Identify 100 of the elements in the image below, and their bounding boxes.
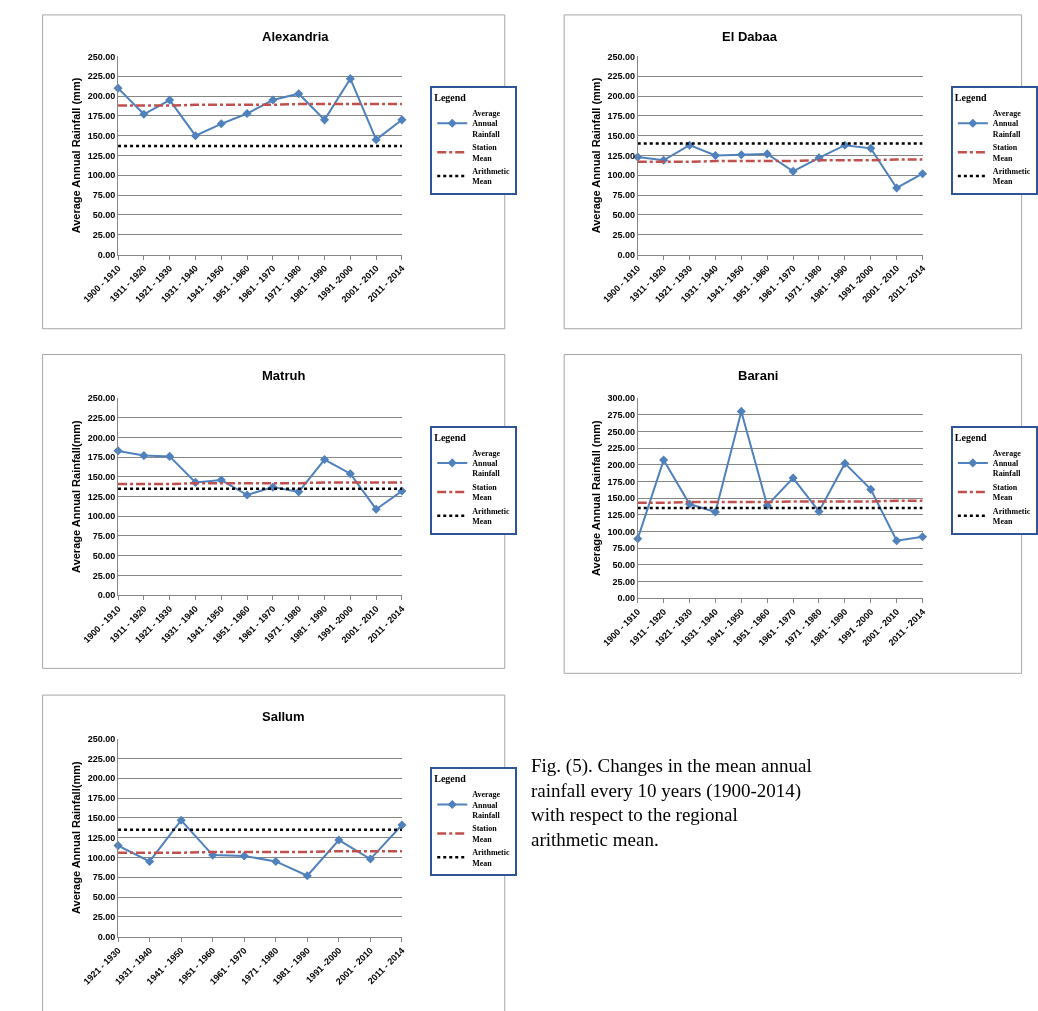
y-tick-label: 225.00 <box>607 71 635 82</box>
y-axis-title: Average Annual Rainfall(mm) <box>70 761 83 914</box>
point <box>892 183 902 193</box>
y-tick-label: 50.00 <box>92 210 116 221</box>
point <box>145 856 155 866</box>
point <box>242 108 252 119</box>
y-tick-label: 150.00 <box>87 813 116 824</box>
point <box>216 119 226 129</box>
point <box>397 115 407 125</box>
chart-title: Alexandria <box>262 29 330 44</box>
y-tick-label: 75.00 <box>612 190 635 201</box>
y-tick-label: 50.00 <box>92 892 116 903</box>
y-tick-label: 100.00 <box>607 526 635 537</box>
y-tick-label: 200.00 <box>87 432 116 443</box>
y-axis-title: Average Annual Rainfall (mm) <box>590 77 603 234</box>
point <box>139 109 149 119</box>
point <box>190 131 201 141</box>
point <box>345 469 355 479</box>
point <box>371 135 381 145</box>
point <box>334 835 344 845</box>
point <box>271 856 281 866</box>
y-tick-label: 225.00 <box>607 443 635 454</box>
legend-label: Arithmetic Mean <box>472 506 511 527</box>
y-tick-label: 125.00 <box>87 491 116 502</box>
y-tick-label: 125.00 <box>607 509 635 520</box>
chart-title: Barani <box>738 368 779 383</box>
y-tick-label: 100.00 <box>87 170 116 181</box>
y-tick-label: 175.00 <box>87 111 116 122</box>
point <box>736 150 746 160</box>
point <box>319 454 330 465</box>
y-tick-label: 25.00 <box>612 229 635 240</box>
y-tick-label: 100.00 <box>607 170 635 181</box>
legend-label: Station Mean <box>472 143 498 163</box>
y-tick-label: 100.00 <box>87 852 116 863</box>
legend-label: Arithmetic Mean <box>472 848 511 868</box>
y-tick-label: 100.00 <box>87 511 116 522</box>
legend-title: Legend <box>434 431 467 443</box>
y-tick-label: 25.00 <box>92 570 116 581</box>
legend-label: Average Annual Rainfall <box>472 790 501 820</box>
y-tick-label: 0.00 <box>617 593 635 604</box>
y-tick-label: 150.00 <box>87 130 116 141</box>
point <box>242 490 252 500</box>
y-tick-label: 275.00 <box>607 409 635 420</box>
legend-label: Station Mean <box>992 482 1018 503</box>
legend-label: Station Mean <box>472 824 498 844</box>
y-tick-label: 175.00 <box>607 111 635 122</box>
point <box>319 115 330 125</box>
point <box>788 473 798 483</box>
y-tick-label: 225.00 <box>87 412 116 423</box>
point <box>866 484 876 494</box>
text: Fig. (5). Changes in the mean annual rainfall every 10 years (1900-2014) with respect to the regional arithmetic mean. <box>531 755 812 851</box>
chart-title: El Dabaa <box>722 29 778 44</box>
y-tick-label: 225.00 <box>87 753 116 764</box>
point <box>840 458 850 468</box>
legend-label: Arithmetic Mean <box>992 167 1031 187</box>
legend-label: Station Mean <box>472 482 498 503</box>
chart-title: Sallum <box>262 709 305 724</box>
y-tick-label: 75.00 <box>612 543 635 554</box>
y-tick-label: 0.00 <box>97 931 116 942</box>
legend-label: Average Annual Rainfall <box>992 448 1022 479</box>
point <box>365 854 375 864</box>
point <box>165 451 175 461</box>
legend-title: Legend <box>434 92 467 104</box>
y-tick-label: 25.00 <box>92 912 116 923</box>
y-tick-label: 250.00 <box>607 426 635 437</box>
legend-title: Legend <box>434 773 467 785</box>
point <box>892 536 902 546</box>
point <box>397 820 407 830</box>
y-tick-label: 200.00 <box>87 91 116 102</box>
legend-label: Average Annual Rainfall <box>472 448 501 479</box>
legend-label: Average Annual Rainfall <box>992 109 1022 139</box>
y-tick-label: 200.00 <box>607 459 635 470</box>
point <box>710 150 720 161</box>
point <box>918 532 928 542</box>
legend-label: Arithmetic Mean <box>992 506 1031 527</box>
y-tick-label: 175.00 <box>87 793 116 804</box>
legend-title: Legend <box>954 92 987 104</box>
point <box>866 143 876 153</box>
y-tick-label: 50.00 <box>612 210 635 221</box>
y-tick-label: 25.00 <box>92 229 116 240</box>
y-tick-label: 0.00 <box>97 249 116 260</box>
y-tick-label: 225.00 <box>87 71 116 82</box>
point <box>113 841 123 851</box>
point <box>918 169 928 179</box>
point <box>239 851 249 861</box>
y-tick-label: 150.00 <box>607 493 635 504</box>
y-tick-label: 175.00 <box>87 452 116 463</box>
legend-title: Legend <box>954 431 987 443</box>
y-tick-label: 250.00 <box>607 51 635 62</box>
y-tick-label: 150.00 <box>607 130 635 141</box>
y-tick-label: 125.00 <box>87 150 116 161</box>
point <box>302 871 312 881</box>
y-tick-label: 0.00 <box>617 249 635 260</box>
y-tick-label: 200.00 <box>87 773 116 784</box>
chart-title: Matruh <box>262 368 306 383</box>
point <box>788 166 798 176</box>
y-tick-label: 125.00 <box>87 832 116 843</box>
point <box>371 504 381 514</box>
point <box>736 406 746 416</box>
point <box>294 89 304 99</box>
